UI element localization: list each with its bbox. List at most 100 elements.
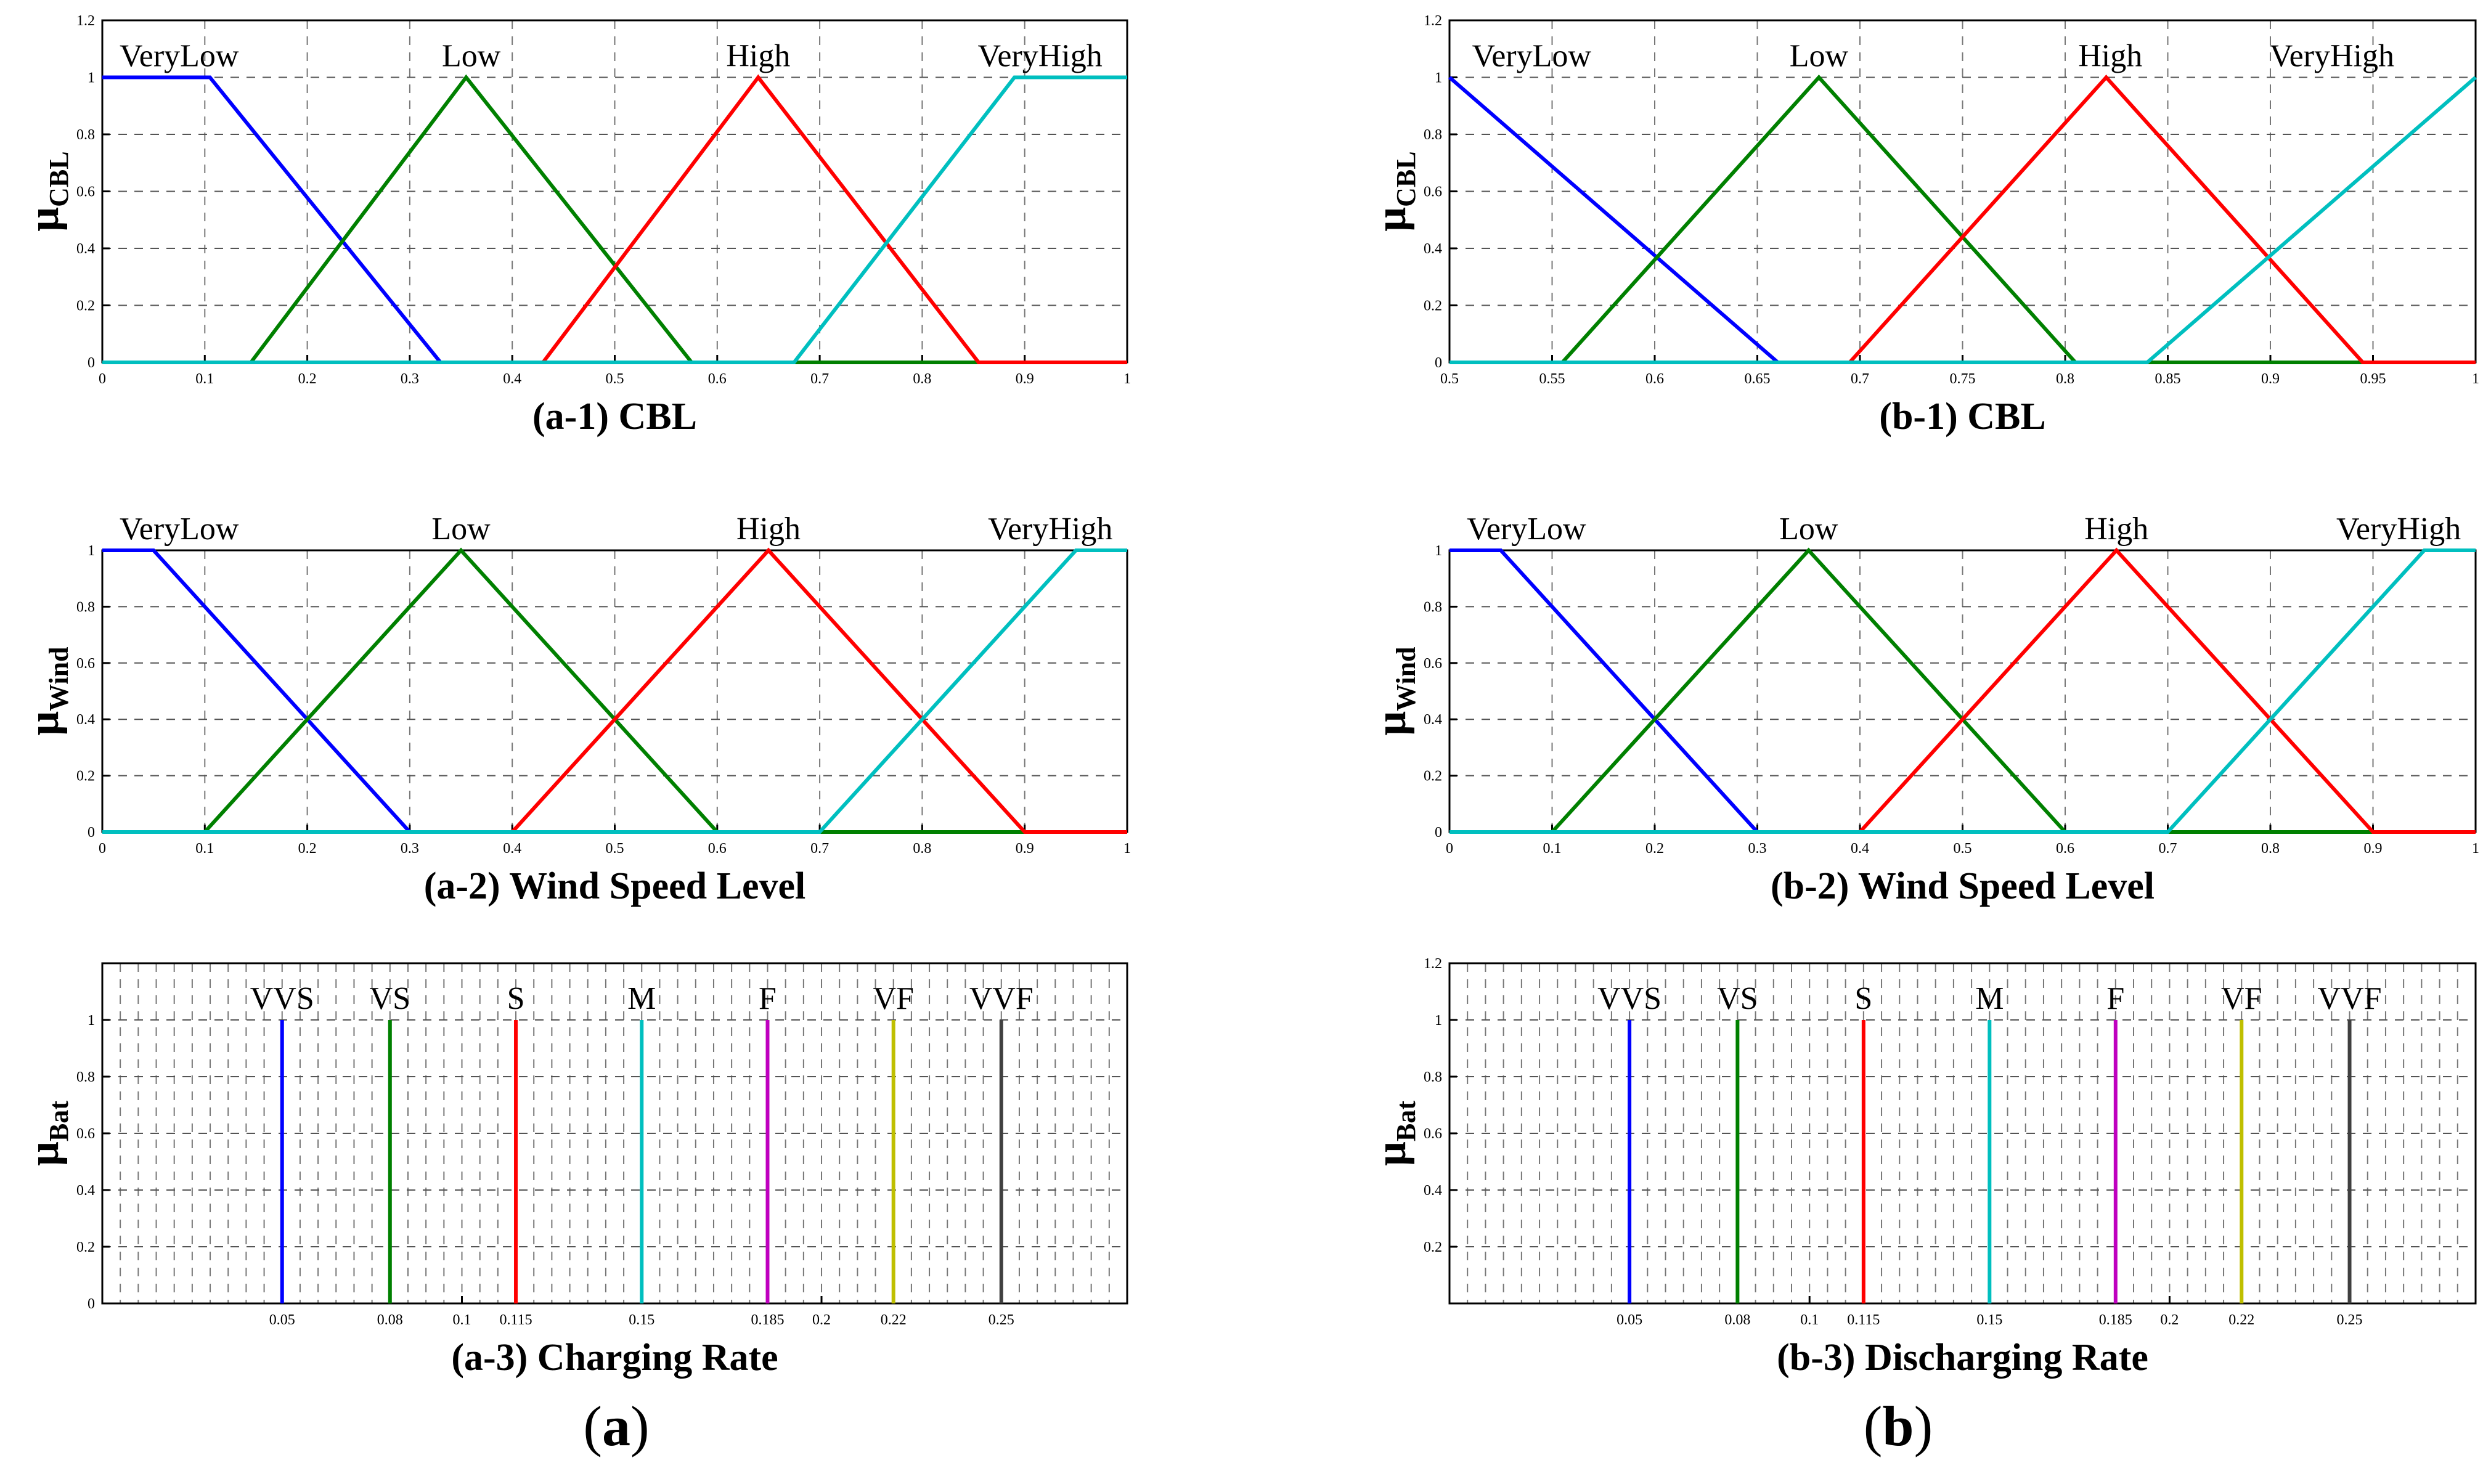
x-tick-label: 0.2 (1645, 841, 1664, 857)
x-tick-label: 0.65 (1745, 371, 1771, 387)
series-label-High: High (736, 512, 801, 547)
y-tick-label: 0.4 (76, 1183, 95, 1199)
x-tick-label: 0.1 (1800, 1312, 1819, 1328)
y-tick-label: 0.8 (76, 127, 95, 143)
y-axis-label: μCBL (20, 151, 74, 231)
series-label-VVF: VVF (2318, 981, 2382, 1016)
x-tick-label: 0.8 (2056, 371, 2074, 387)
x-tick-label: 0.7 (810, 841, 829, 857)
x-tick-label: 0.55 (1539, 371, 1565, 387)
y-tick-label: 0.6 (76, 184, 95, 200)
chart-b2: 0 0.2 0.4 0.6 0.8 1 0 0.1 0.2 0.3 0.4 0.5 0.6 0.7 0.8 0… (1368, 512, 2479, 907)
y-tick-label: 0.4 (76, 241, 95, 257)
x-tick-label: 0.8 (913, 371, 931, 387)
x-tick-label: 0.1 (195, 371, 214, 387)
y-tick-label: 0.8 (76, 599, 95, 615)
x-tick-label: 0 (1446, 841, 1453, 857)
series-label-VS: VS (1717, 981, 1758, 1016)
x-tick-label: 0.6 (2056, 841, 2074, 857)
series-Low (1449, 547, 2476, 834)
series-label-VVS: VVS (250, 981, 314, 1016)
y-tick-label: 0.6 (1424, 1126, 1442, 1142)
y-tick-label: 0.2 (76, 1239, 95, 1255)
x-tick-label: 0.4 (503, 371, 521, 387)
y-axis-label: μCBL (1368, 151, 1421, 231)
y-tick-label: 1 (88, 543, 95, 559)
series-label-VF: VF (2221, 981, 2262, 1016)
x-tick-label: 0.2 (298, 841, 317, 857)
x-tick-label: 0.8 (913, 841, 931, 857)
series-label-VS: VS (370, 981, 410, 1016)
series-label-VVS: VVS (1597, 981, 1661, 1016)
y-tick-label: 0.2 (1424, 298, 1442, 314)
series-label-High: High (726, 39, 790, 74)
y-tick-label: 1 (1435, 70, 1442, 86)
series-label-M: M (1975, 981, 2004, 1016)
x-tick-label: 0.8 (2261, 841, 2280, 857)
x-tick-label: 0.15 (629, 1312, 654, 1328)
y-tick-label: 0.2 (1424, 768, 1442, 785)
x-tick-label: 0.15 (1976, 1312, 2002, 1328)
series-label-High: High (2084, 512, 2148, 547)
x-tick-label: 0.05 (1617, 1312, 1642, 1328)
series-High (102, 547, 1127, 834)
y-axis-label: μWind (20, 646, 74, 735)
y-axis-label: μWind (1368, 646, 1421, 735)
x-tick-label: 0.5 (606, 371, 624, 387)
chart-a1: 0 0.2 0.4 0.6 0.8 1 1.2 0 0.1 0.2 0.3 0.4 0.5 0.6 0.7 0… (20, 13, 1131, 438)
series-label-High: High (2078, 39, 2142, 74)
x-tick-label: 0.5 (606, 841, 624, 857)
y-tick-label: 0.8 (1424, 1069, 1442, 1085)
series-label-Low: Low (1790, 39, 1849, 74)
series-label-VVF: VVF (969, 981, 1034, 1016)
x-tick-label: 0.7 (2159, 841, 2177, 857)
x-tick-label: 0.1 (1543, 841, 1562, 857)
series-label-S: S (1854, 981, 1872, 1016)
y-tick-label: 0 (88, 355, 95, 371)
plot-area (1448, 549, 2477, 833)
series-label-VeryLow: VeryLow (1467, 512, 1586, 547)
series-label-Low: Low (442, 39, 501, 74)
x-tick-label: 0.5 (1954, 841, 1972, 857)
x-tick-label: 0.5 (1440, 371, 1459, 387)
series-VeryLow (102, 548, 1127, 834)
series-Low (102, 547, 1127, 834)
chart-title: (b-2) Wind Speed Level (1771, 865, 2155, 907)
chart-title: (a-3) Charging Rate (451, 1337, 778, 1379)
x-tick-label: 0.08 (1724, 1312, 1750, 1328)
y-tick-label: 0 (1435, 355, 1442, 371)
x-tick-label: 0.9 (2364, 841, 2383, 857)
series-High (1449, 547, 2476, 834)
chart-title: (a-2) Wind Speed Level (424, 865, 806, 907)
chart-a3: 0 0.2 0.4 0.6 0.8 1 0.05 0.08 0.1 0.115 0.15 0.185 0… (20, 962, 1128, 1379)
y-tick-label: 1.2 (1424, 13, 1442, 29)
y-tick-label: 0.8 (1424, 127, 1442, 143)
x-tick-label: 0.4 (1851, 841, 1869, 857)
y-tick-label: 0.4 (1424, 1183, 1442, 1199)
series-label-VF: VF (873, 981, 913, 1016)
y-tick-label: 1.2 (76, 13, 95, 29)
y-tick-label: 1 (1435, 1013, 1442, 1029)
series-label-Low: Low (1779, 512, 1838, 547)
x-tick-label: 0.2 (2160, 1312, 2179, 1328)
x-tick-label: 0.7 (1851, 371, 1869, 387)
x-tick-label: 0.22 (881, 1312, 907, 1328)
x-tick-label: 0.2 (298, 371, 317, 387)
y-tick-label: 1 (1435, 543, 1442, 559)
series-VeryHigh (102, 548, 1127, 834)
series-VeryHigh (1449, 548, 2476, 834)
x-tick-label: 0.6 (1645, 371, 1664, 387)
chart-title: (b-1) CBL (1879, 396, 2045, 438)
plot-area (101, 549, 1128, 833)
x-tick-label: 0.185 (2099, 1312, 2132, 1328)
series-label-F: F (2106, 981, 2124, 1016)
x-tick-label: 0.1 (195, 841, 214, 857)
y-tick-label: 0.2 (1424, 1239, 1442, 1255)
chart-title: (b-3) Discharging Rate (1777, 1337, 2148, 1379)
y-tick-label: 0.4 (76, 712, 95, 728)
x-tick-label: 0.75 (1950, 371, 1976, 387)
chart-title: (a-1) CBL (532, 396, 697, 438)
y-axis-label: μBat (1368, 1101, 1421, 1166)
x-tick-label: 0.6 (708, 841, 727, 857)
